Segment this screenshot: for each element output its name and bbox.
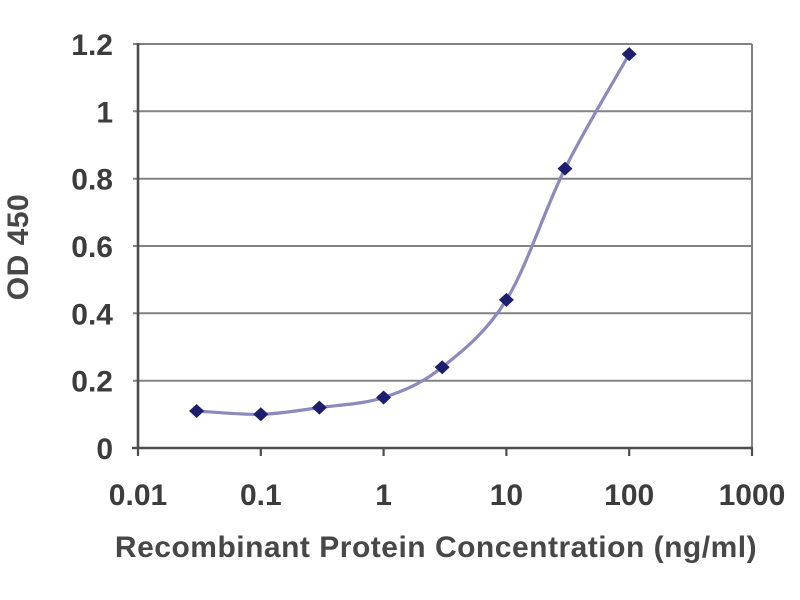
data-point-marker-1 — [376, 390, 392, 405]
data-point-marker-100 — [621, 47, 637, 62]
y-tick-label-0.4: 0.4 — [71, 298, 113, 331]
y-tick-label-0.6: 0.6 — [71, 231, 113, 264]
data-point-marker-0.03 — [189, 404, 205, 418]
y-axis-title: OD 450 — [2, 193, 35, 301]
x-tick-label-0.01: 0.01 — [109, 479, 167, 512]
x-tick-label-1: 1 — [375, 479, 392, 512]
data-point-marker-3 — [434, 360, 450, 375]
data-point-marker-0.3 — [311, 400, 327, 415]
data-point-marker-10 — [498, 292, 514, 307]
x-tick-label-100: 100 — [604, 479, 654, 512]
x-tick-label-10: 10 — [490, 479, 523, 512]
data-point-marker-0.1 — [253, 407, 269, 422]
y-tick-label-0.8: 0.8 — [71, 164, 113, 197]
series-line — [195, 52, 631, 416]
x-axis-title: Recombinant Protein Concentration (ng/ml… — [114, 531, 758, 564]
y-tick-label-0.2: 0.2 — [71, 366, 113, 399]
x-tick-label-0.1: 0.1 — [240, 479, 282, 512]
y-tick-label-1.2: 1.2 — [71, 29, 113, 62]
y-tick-label-0: 0 — [96, 433, 113, 466]
y-tick-label-1: 1 — [96, 96, 113, 129]
x-tick-label-1000: 1000 — [719, 479, 786, 512]
data-point-marker-30 — [557, 161, 573, 176]
